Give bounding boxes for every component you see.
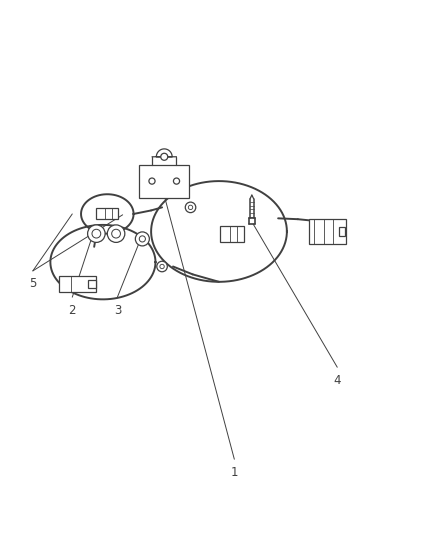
Circle shape (173, 178, 180, 184)
Circle shape (107, 225, 125, 243)
Bar (139, 165, 189, 198)
Circle shape (161, 154, 168, 160)
Circle shape (149, 178, 155, 184)
Bar (309, 220, 346, 244)
Bar (88, 280, 96, 288)
Text: 3: 3 (114, 304, 121, 317)
Circle shape (92, 229, 101, 238)
Bar (220, 226, 244, 241)
Bar (96, 208, 118, 219)
Circle shape (157, 261, 167, 272)
Circle shape (112, 229, 120, 238)
Text: 4: 4 (333, 374, 341, 387)
Circle shape (185, 202, 196, 213)
Text: 5: 5 (29, 278, 36, 290)
Circle shape (88, 225, 105, 243)
Bar (339, 227, 345, 236)
Text: 2: 2 (68, 304, 76, 317)
Circle shape (160, 264, 164, 269)
Circle shape (135, 232, 149, 246)
Circle shape (139, 236, 145, 242)
Bar (59, 276, 96, 292)
Text: 1: 1 (230, 466, 238, 479)
Circle shape (188, 205, 193, 209)
